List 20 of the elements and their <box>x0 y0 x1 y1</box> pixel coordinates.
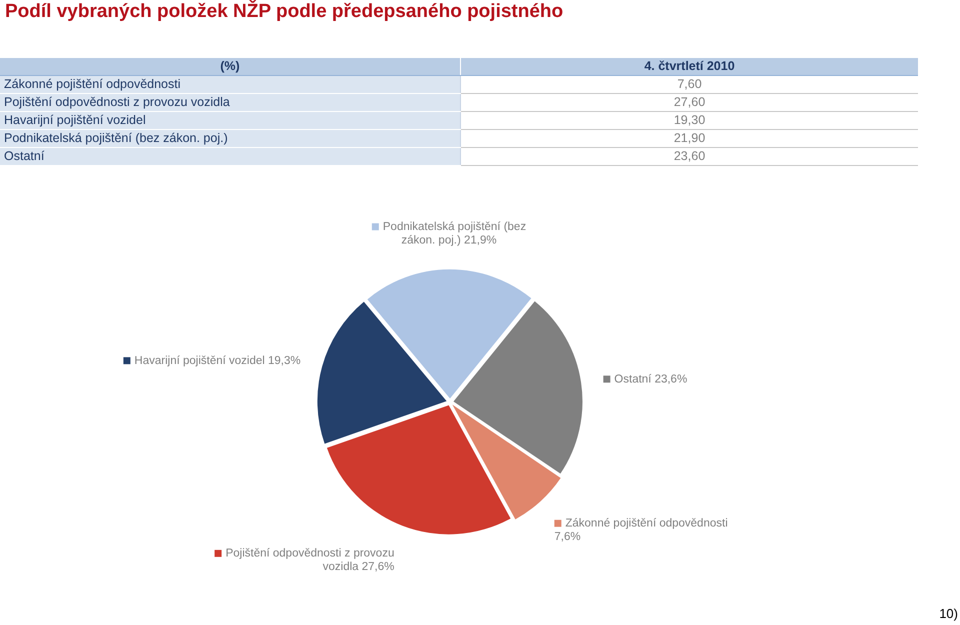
data-label: 7,6% <box>554 531 581 544</box>
text: 4. čtvrtletí 2010 <box>460 58 918 76</box>
category-label: Havarijní pojištění vozidel <box>0 112 460 130</box>
legend-label: Havarijní pojištění vozidel 19,3% <box>134 354 301 367</box>
text: Podíl vybraných položek NŽP podle předepsaného pojistného <box>5 1 564 23</box>
text: 10) <box>939 606 958 621</box>
data-label: 23,60 <box>460 148 918 166</box>
data-label: 21,90 <box>460 130 918 148</box>
data-label: 7,60 <box>460 76 918 94</box>
data-label: 27,60 <box>460 94 918 112</box>
legend-label: Zákonné pojištění odpovědnosti <box>565 518 728 530</box>
legend-label: Pojištění odpovědnosti z provozu vozidla 27,6% <box>226 548 394 574</box>
category-label: Zákonné pojištění odpovědnosti <box>0 76 460 94</box>
category-label: Podnikatelská pojištění (bez zákon. poj.) <box>0 130 460 148</box>
legend-label: Ostatní 23,6% <box>614 373 688 386</box>
legend-label: Podnikatelská pojištění (bez zákon. poj.) 21,9% <box>382 220 526 246</box>
category-label: Pojištění odpovědnosti z provozu vozidla <box>0 94 460 112</box>
data-label: 19,30 <box>460 112 918 130</box>
category-label: Ostatní <box>0 148 460 166</box>
text: (%) <box>0 58 460 76</box>
